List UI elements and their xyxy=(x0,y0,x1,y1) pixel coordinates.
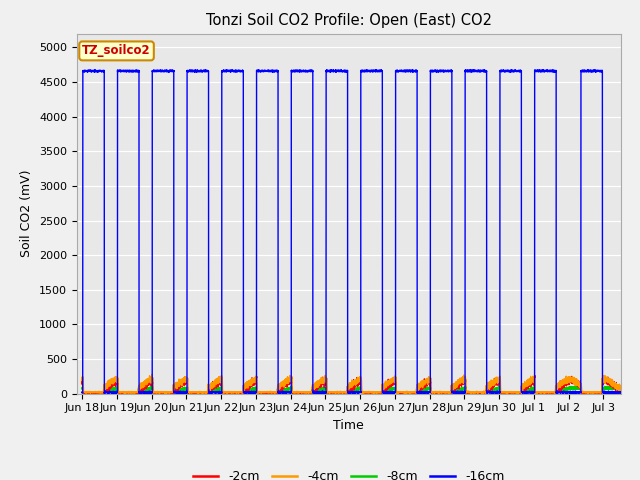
X-axis label: Time: Time xyxy=(333,419,364,432)
Title: Tonzi Soil CO2 Profile: Open (East) CO2: Tonzi Soil CO2 Profile: Open (East) CO2 xyxy=(206,13,492,28)
Y-axis label: Soil CO2 (mV): Soil CO2 (mV) xyxy=(20,170,33,257)
Text: TZ_soilco2: TZ_soilco2 xyxy=(82,44,151,58)
Legend: -2cm, -4cm, -8cm, -16cm: -2cm, -4cm, -8cm, -16cm xyxy=(188,465,509,480)
